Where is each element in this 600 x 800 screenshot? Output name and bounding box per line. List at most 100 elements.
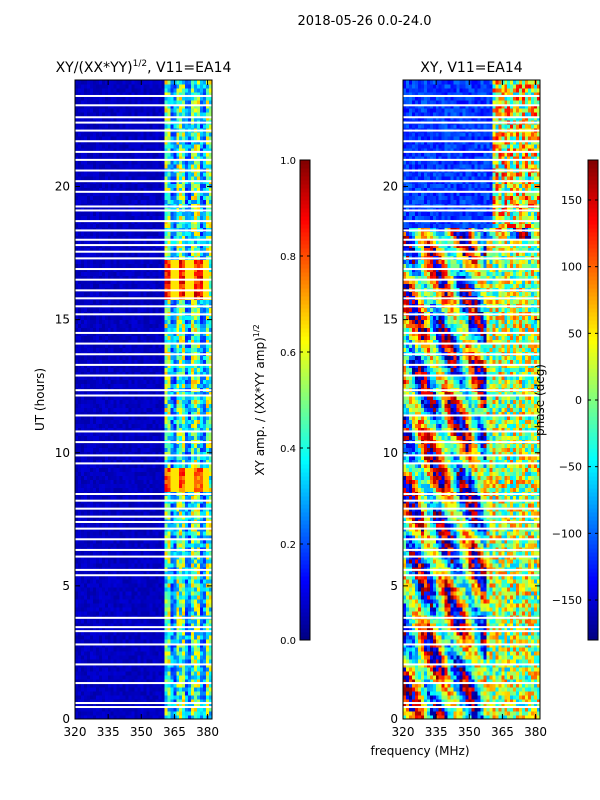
heatmap-cell (140, 455, 144, 460)
heatmap-cell (161, 447, 165, 452)
heatmap-cell (131, 623, 135, 628)
heatmap-cell (203, 503, 207, 508)
heatmap-cell (158, 395, 162, 400)
heatmap-cell (125, 463, 130, 468)
heatmap-cell (83, 575, 88, 580)
heatmap-cell (95, 403, 100, 408)
heatmap-cell (158, 687, 162, 692)
heatmap-cell (110, 371, 115, 376)
heatmap-cell (140, 639, 144, 644)
heatmap-cell (134, 639, 138, 644)
heatmap-cell (167, 367, 171, 372)
heatmap-cell (140, 647, 144, 652)
heatmap-cell (176, 511, 180, 516)
heatmap-cell (86, 631, 91, 636)
heatmap-cell (185, 379, 189, 384)
heatmap-cell (86, 571, 91, 576)
heatmap-cell (209, 383, 213, 388)
heatmap-cell (209, 339, 213, 344)
heatmap-cell (170, 679, 174, 684)
heatmap-cell (128, 675, 132, 680)
heatmap-cell (152, 539, 156, 544)
heatmap-cell (146, 459, 150, 464)
heatmap-cell (173, 675, 177, 680)
heatmap-cell (158, 699, 162, 704)
heatmap-cell (101, 531, 106, 536)
heatmap-cell (149, 307, 153, 313)
heatmap-cell (170, 655, 174, 660)
heatmap-cell (206, 687, 210, 692)
heatmap-cell (149, 543, 153, 548)
heatmap-cell (179, 543, 183, 548)
heatmap-cell (188, 619, 192, 624)
heatmap-cell (83, 451, 88, 456)
heatmap-cell (92, 551, 97, 556)
heatmap-cell (92, 435, 97, 440)
heatmap-cell (185, 563, 189, 568)
heatmap-cell (80, 707, 85, 712)
heatmap-cell (89, 427, 94, 432)
heatmap-cell (101, 603, 106, 608)
heatmap-cell (89, 587, 94, 592)
heatmap-cell (188, 479, 192, 484)
heatmap-cell (92, 423, 97, 428)
heatmap-cell (104, 483, 109, 488)
heatmap-cell (107, 451, 112, 456)
heatmap-cell (128, 455, 132, 460)
heatmap-cell (128, 559, 132, 564)
heatmap-cell (164, 695, 168, 700)
heatmap-cell (200, 535, 204, 540)
heatmap-cell (83, 467, 88, 472)
heatmap-cell (92, 419, 97, 424)
heatmap-cell (146, 319, 150, 325)
heatmap-cell (122, 455, 127, 460)
heatmap-cell (146, 647, 150, 652)
heatmap-cell (179, 591, 183, 596)
heatmap-cell (107, 447, 112, 452)
heatmap-cell (209, 603, 213, 608)
heatmap-cell (146, 427, 150, 432)
heatmap-cell (107, 607, 112, 612)
heatmap-cell (164, 487, 168, 492)
heatmap-cell (95, 671, 100, 676)
heatmap-cell (113, 347, 118, 352)
heatmap-cell (194, 551, 198, 556)
heatmap-cell (125, 347, 130, 352)
heatmap-cell (197, 523, 201, 528)
heatmap-cell (167, 675, 171, 680)
heatmap-cell (140, 683, 144, 688)
heatmap-cell (206, 667, 210, 672)
heatmap-cell (194, 423, 198, 428)
heatmap-cell (95, 531, 100, 536)
heatmap-cell (209, 511, 213, 516)
heatmap-cell (75, 691, 79, 696)
heatmap-cell (173, 587, 177, 592)
heatmap-cell (125, 335, 130, 340)
heatmap-cell (128, 299, 132, 305)
heatmap-cell (176, 479, 180, 484)
heatmap-cell (209, 707, 213, 712)
heatmap-cell (167, 531, 171, 536)
heatmap-cell (104, 375, 109, 380)
heatmap-cell (113, 591, 118, 596)
heatmap-cell (182, 551, 186, 556)
heatmap-cell (131, 379, 135, 384)
heatmap-cell (77, 715, 82, 720)
heatmap-cell (77, 299, 82, 305)
heatmap-cell (158, 475, 162, 480)
heatmap-cell (158, 595, 162, 600)
heatmap-cell (80, 315, 85, 321)
heatmap-cell (128, 423, 132, 428)
heatmap-cell (134, 335, 138, 340)
heatmap-cell (155, 355, 159, 360)
heatmap-cell (95, 679, 100, 684)
heatmap-cell (200, 371, 204, 376)
heatmap-cell (131, 455, 135, 460)
heatmap-cell (113, 535, 118, 540)
heatmap-cell (122, 399, 127, 404)
heatmap-cell (119, 575, 124, 580)
heatmap-cell (194, 563, 198, 568)
heatmap-cell (125, 627, 130, 632)
heatmap-cell (173, 667, 177, 672)
heatmap-cell (140, 411, 144, 416)
